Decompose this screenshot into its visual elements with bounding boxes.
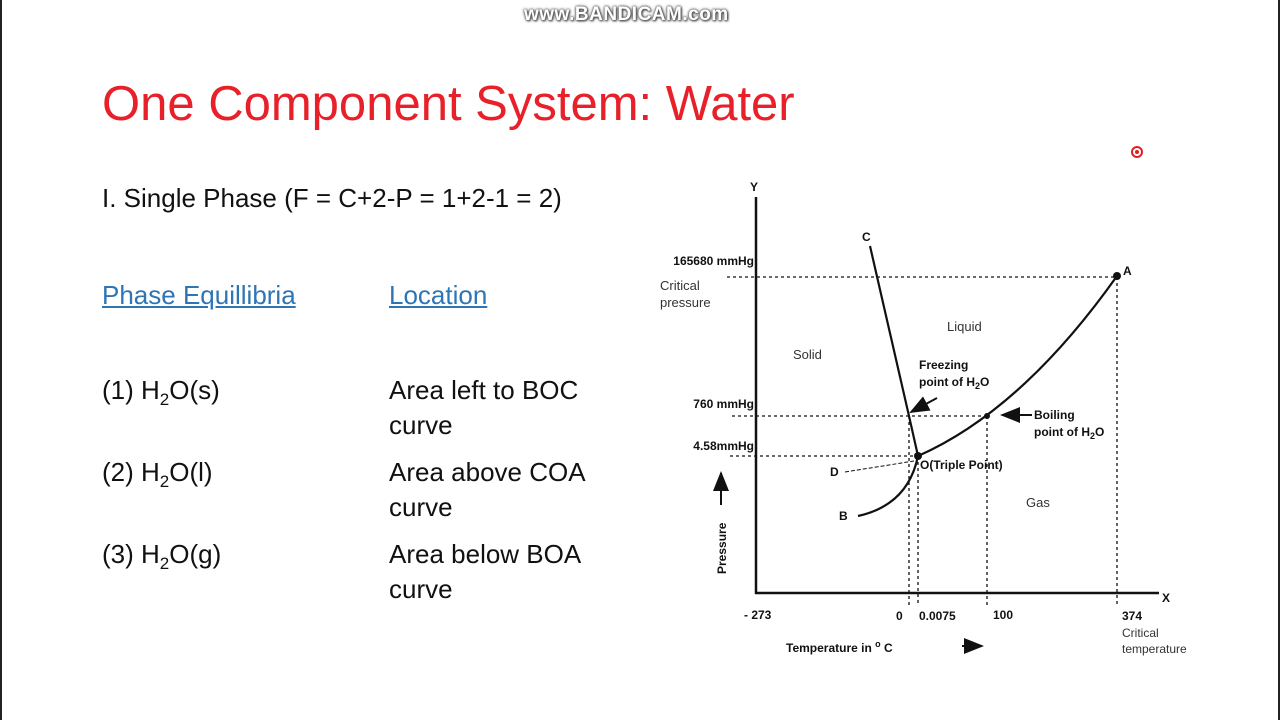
phase-2: (2) H2O(l) (102, 455, 213, 490)
subtitle: I. Single Phase (F = C+2-P = 1+2-1 = 2) (102, 183, 562, 213)
point-a (1113, 272, 1121, 280)
critical-temp-label-2: temperature (1122, 642, 1187, 656)
critical-pressure-value: 165680 mmHg (673, 254, 754, 268)
location-3-line1: Area below BOA (389, 539, 582, 569)
location-3: Area below BOA curve (389, 537, 581, 607)
freezing-label-2: point of H2O (919, 375, 989, 391)
tick-critical: 374 (1122, 609, 1142, 623)
region-gas: Gas (1026, 495, 1050, 510)
critical-temp-label-1: Critical (1122, 626, 1159, 640)
location-1: Area left to BOC curve (389, 373, 578, 443)
tick-abs-zero: - 273 (744, 608, 772, 622)
critical-pressure-label-1: Critical (660, 278, 700, 293)
bandicam-watermark: www.BANDICAM.com (524, 4, 729, 25)
phase-1-label: (1) H (102, 375, 160, 405)
phase-3: (3) H2O(g) (102, 537, 221, 572)
y-title: Pressure (715, 522, 729, 574)
curve-ob (857, 455, 920, 518)
triple-pressure-value: 4.58mmHg (693, 439, 754, 453)
atm-pressure-value: 760 mmHg (693, 397, 754, 411)
phase-3-state: O(g) (169, 539, 222, 569)
tick-boil: 100 (993, 608, 1013, 622)
x-axis-label: X (1162, 591, 1170, 605)
region-solid: Solid (793, 347, 822, 362)
guide-lines (727, 276, 1118, 605)
curve-oa (917, 275, 1118, 458)
phase-3-label: (3) H (102, 539, 160, 569)
boiling-label-1: Boiling (1034, 408, 1075, 422)
freezing-label-1: Freezing (919, 358, 968, 372)
region-liquid: Liquid (947, 319, 982, 334)
subscript: 2 (159, 390, 170, 409)
phase-1: (1) H2O(s) (102, 373, 220, 408)
tick-freeze: 0 (896, 609, 903, 623)
subscript: 2 (159, 554, 170, 573)
label-c: C (862, 230, 871, 244)
location-3-line2: curve (389, 574, 453, 604)
phase-equilibria-link[interactable]: Phase Equillibria (102, 280, 296, 310)
boiling-label-2: point of H2O (1034, 425, 1104, 441)
location-2-line1: Area above COA (389, 457, 586, 487)
x-title: Temperature in o C (786, 639, 893, 655)
critical-pressure-label-2: pressure (660, 295, 711, 310)
curve-oc (868, 245, 920, 457)
phase-2-state: O(l) (169, 457, 213, 487)
label-triple-point: O(Triple Point) (920, 458, 1003, 472)
y-axis-label: Y (750, 180, 758, 194)
location-2-line2: curve (389, 492, 453, 522)
location-link[interactable]: Location (389, 280, 488, 310)
slide-title: One Component System: Water (102, 77, 795, 131)
location-1-line2: curve (389, 410, 453, 440)
phase-2-label: (2) H (102, 457, 160, 487)
label-b: B (839, 509, 848, 523)
point-o (914, 452, 922, 460)
curve-od (844, 460, 915, 473)
location-1-line1: Area left to BOC (389, 375, 579, 405)
subscript: 2 (159, 472, 170, 491)
tick-triple: 0.0075 (919, 609, 956, 623)
location-2: Area above COA curve (389, 455, 586, 525)
label-a: A (1123, 264, 1132, 278)
boiling-point (984, 413, 990, 419)
cursor-indicator (1131, 146, 1143, 158)
phase-1-state: O(s) (169, 375, 220, 405)
freezing-arrow (909, 396, 938, 413)
label-d: D (830, 465, 839, 479)
